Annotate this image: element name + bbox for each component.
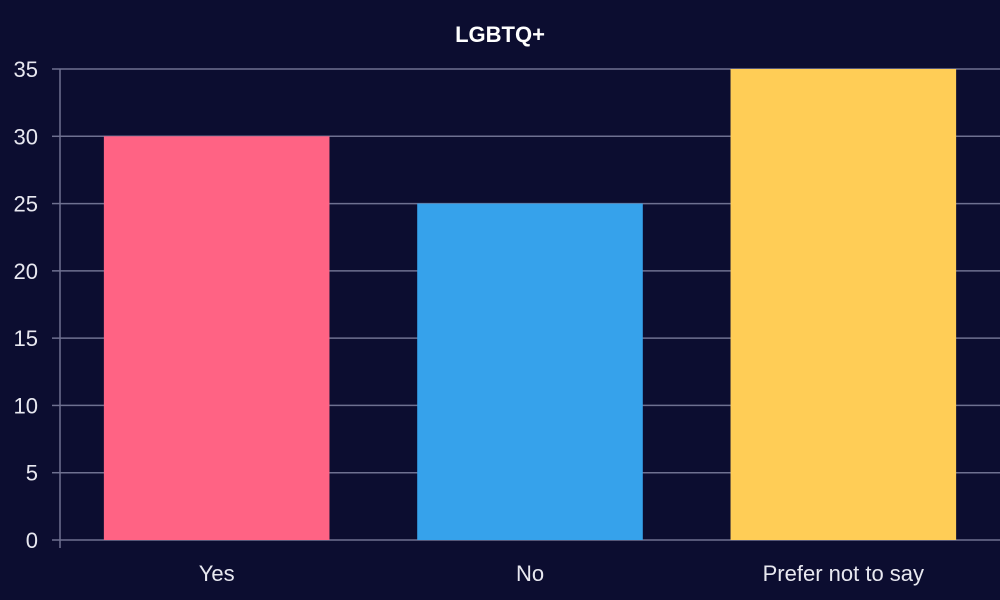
x-category-label: No <box>516 561 544 586</box>
y-tick-label: 5 <box>26 461 38 486</box>
y-axis-tick-labels: 0 5 10 15 20 25 30 35 <box>14 57 38 553</box>
y-tick-label: 0 <box>26 528 38 553</box>
y-tick-label: 30 <box>14 124 38 149</box>
y-tick-label: 35 <box>14 57 38 82</box>
x-category-label: Prefer not to say <box>763 561 924 586</box>
y-tick-label: 20 <box>14 259 38 284</box>
y-tick-label: 15 <box>14 326 38 351</box>
x-axis-category-labels: Yes No Prefer not to say <box>199 561 924 586</box>
y-tick-label: 10 <box>14 393 38 418</box>
chart-title: LGBTQ+ <box>455 22 545 47</box>
bars <box>103 69 957 541</box>
y-tick-label: 25 <box>14 192 38 217</box>
bar-yes <box>103 136 330 541</box>
x-category-label: Yes <box>199 561 235 586</box>
bar-no <box>417 203 643 541</box>
bar-prefer-not-to-say <box>730 69 957 540</box>
